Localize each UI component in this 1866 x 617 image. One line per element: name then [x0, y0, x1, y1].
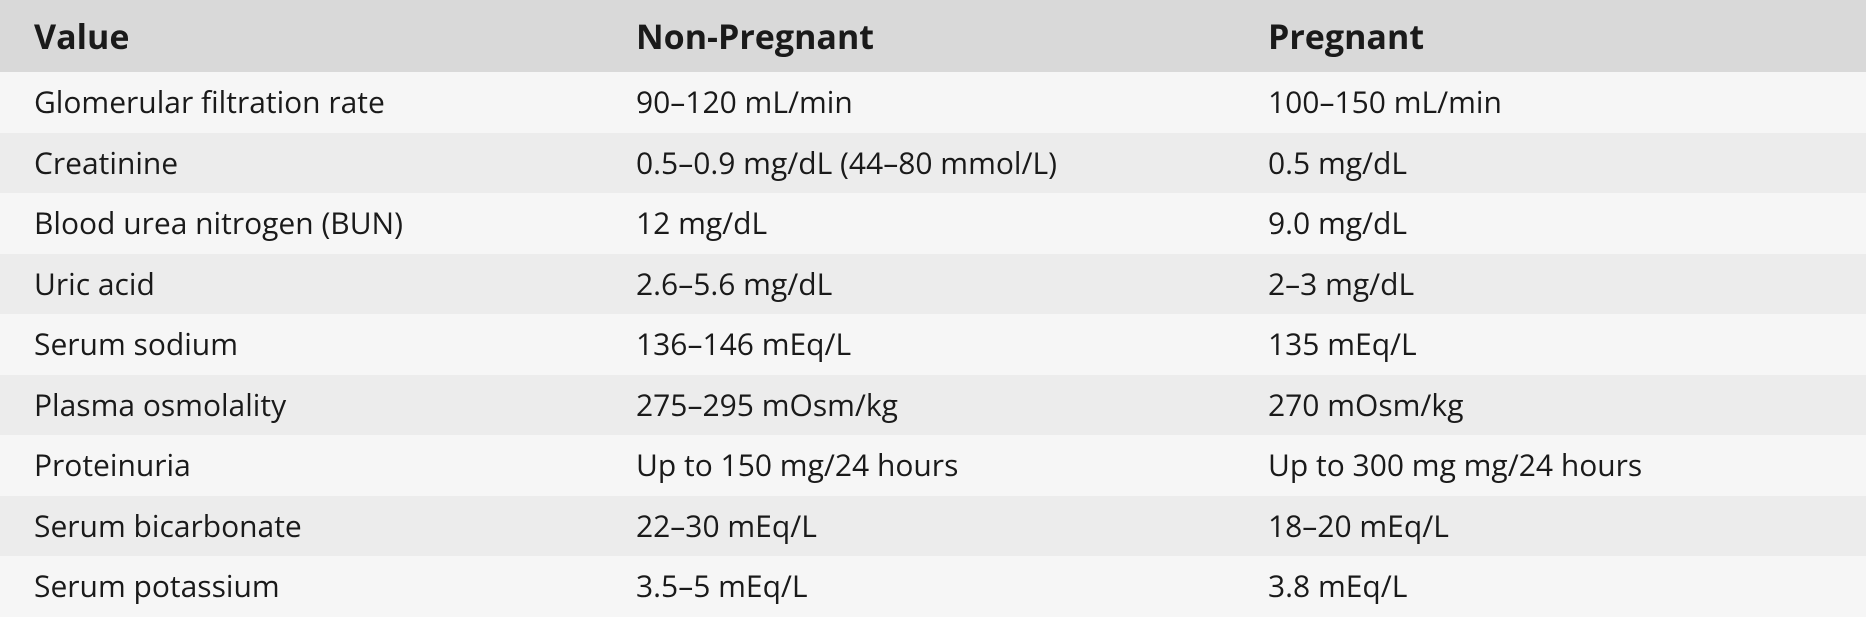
cell-value: Blood urea nitrogen (BUN): [0, 193, 602, 254]
cell-pregnant: 270 mOsm/kg: [1234, 375, 1866, 436]
table-row: Serum bicarbonate 22–30 mEq/L 18–20 mEq/…: [0, 496, 1866, 557]
cell-pregnant: 9.0 mg/dL: [1234, 193, 1866, 254]
cell-non-pregnant: 0.5–0.9 mg/dL (44–80 mmol/L): [602, 133, 1234, 194]
cell-non-pregnant: Up to 150 mg/24 hours: [602, 435, 1234, 496]
cell-value: Glomerular filtration rate: [0, 72, 602, 133]
table-row: Proteinuria Up to 150 mg/24 hours Up to …: [0, 435, 1866, 496]
cell-pregnant: 0.5 mg/dL: [1234, 133, 1866, 194]
table-body: Glomerular filtration rate 90–120 mL/min…: [0, 72, 1866, 617]
col-header-pregnant: Pregnant: [1234, 0, 1866, 72]
cell-value: Uric acid: [0, 254, 602, 315]
cell-non-pregnant: 3.5–5 mEq/L: [602, 556, 1234, 617]
table-row: Glomerular filtration rate 90–120 mL/min…: [0, 72, 1866, 133]
cell-value: Plasma osmolality: [0, 375, 602, 436]
cell-value: Serum potassium: [0, 556, 602, 617]
cell-non-pregnant: 2.6–5.6 mg/dL: [602, 254, 1234, 315]
table-row: Creatinine 0.5–0.9 mg/dL (44–80 mmol/L) …: [0, 133, 1866, 194]
col-header-value: Value: [0, 0, 602, 72]
cell-pregnant: 2–3 mg/dL: [1234, 254, 1866, 315]
cell-value: Creatinine: [0, 133, 602, 194]
cell-pregnant: 100–150 mL/min: [1234, 72, 1866, 133]
cell-pregnant: Up to 300 mg mg/24 hours: [1234, 435, 1866, 496]
cell-value: Serum sodium: [0, 314, 602, 375]
cell-pregnant: 18–20 mEq/L: [1234, 496, 1866, 557]
cell-pregnant: 3.8 mEq/L: [1234, 556, 1866, 617]
table-row: Blood urea nitrogen (BUN) 12 mg/dL 9.0 m…: [0, 193, 1866, 254]
lab-values-table: Value Non-Pregnant Pregnant Glomerular f…: [0, 0, 1866, 617]
cell-non-pregnant: 22–30 mEq/L: [602, 496, 1234, 557]
cell-non-pregnant: 275–295 mOsm/kg: [602, 375, 1234, 436]
table-row: Uric acid 2.6–5.6 mg/dL 2–3 mg/dL: [0, 254, 1866, 315]
cell-value: Proteinuria: [0, 435, 602, 496]
table-header-row: Value Non-Pregnant Pregnant: [0, 0, 1866, 72]
table-row: Plasma osmolality 275–295 mOsm/kg 270 mO…: [0, 375, 1866, 436]
cell-pregnant: 135 mEq/L: [1234, 314, 1866, 375]
table-row: Serum potassium 3.5–5 mEq/L 3.8 mEq/L: [0, 556, 1866, 617]
cell-non-pregnant: 90–120 mL/min: [602, 72, 1234, 133]
cell-non-pregnant: 136–146 mEq/L: [602, 314, 1234, 375]
table-header: Value Non-Pregnant Pregnant: [0, 0, 1866, 72]
table-row: Serum sodium 136–146 mEq/L 135 mEq/L: [0, 314, 1866, 375]
cell-value: Serum bicarbonate: [0, 496, 602, 557]
cell-non-pregnant: 12 mg/dL: [602, 193, 1234, 254]
col-header-non-pregnant: Non-Pregnant: [602, 0, 1234, 72]
